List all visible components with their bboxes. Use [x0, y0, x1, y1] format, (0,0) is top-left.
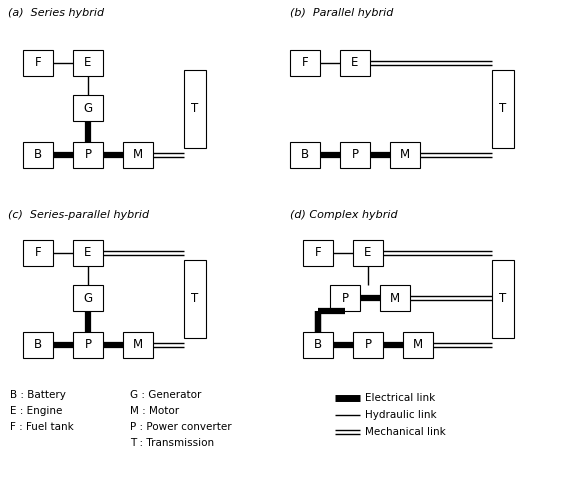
- Text: P: P: [85, 339, 91, 352]
- Text: F: F: [315, 246, 321, 259]
- Text: E: E: [364, 246, 372, 259]
- Bar: [123, 142, 153, 168]
- Text: G: G: [83, 102, 93, 114]
- Text: T: T: [499, 292, 507, 306]
- Bar: [73, 240, 103, 266]
- Bar: [353, 240, 383, 266]
- Text: E: E: [85, 57, 91, 70]
- Bar: [123, 332, 153, 358]
- Bar: [23, 332, 53, 358]
- Bar: [492, 260, 514, 338]
- Text: P : Power converter: P : Power converter: [130, 422, 232, 432]
- Bar: [303, 240, 333, 266]
- Bar: [380, 285, 410, 311]
- Text: G : Generator: G : Generator: [130, 390, 201, 400]
- Bar: [73, 285, 103, 311]
- Text: M: M: [413, 339, 423, 352]
- Bar: [73, 95, 103, 121]
- Bar: [184, 70, 206, 148]
- Text: T: T: [192, 292, 199, 306]
- Bar: [390, 142, 420, 168]
- Text: Electrical link: Electrical link: [365, 393, 435, 403]
- Text: (b)  Parallel hybrid: (b) Parallel hybrid: [290, 8, 393, 18]
- Text: T: T: [192, 103, 199, 115]
- Bar: [73, 50, 103, 76]
- Text: E: E: [351, 57, 358, 70]
- Text: M: M: [390, 291, 400, 305]
- Text: T : Transmission: T : Transmission: [130, 438, 214, 448]
- Bar: [73, 332, 103, 358]
- Text: B: B: [301, 148, 309, 162]
- Bar: [290, 142, 320, 168]
- Text: F: F: [35, 246, 41, 259]
- Text: G: G: [83, 291, 93, 305]
- Text: P: P: [365, 339, 372, 352]
- Bar: [340, 50, 370, 76]
- Text: E: E: [85, 246, 91, 259]
- Bar: [23, 50, 53, 76]
- Text: T: T: [499, 103, 507, 115]
- Bar: [23, 240, 53, 266]
- Text: P: P: [351, 148, 358, 162]
- Text: M: M: [133, 339, 143, 352]
- Text: Mechanical link: Mechanical link: [365, 427, 446, 437]
- Text: B: B: [34, 148, 42, 162]
- Bar: [23, 142, 53, 168]
- Bar: [290, 50, 320, 76]
- Text: B: B: [314, 339, 322, 352]
- Bar: [353, 332, 383, 358]
- Text: P: P: [342, 291, 349, 305]
- Text: F: F: [302, 57, 308, 70]
- Text: P: P: [85, 148, 91, 162]
- Text: M: M: [133, 148, 143, 162]
- Text: (a)  Series hybrid: (a) Series hybrid: [8, 8, 104, 18]
- Text: M : Motor: M : Motor: [130, 406, 179, 416]
- Text: B: B: [34, 339, 42, 352]
- Bar: [184, 260, 206, 338]
- Text: Hydraulic link: Hydraulic link: [365, 410, 437, 420]
- Bar: [340, 142, 370, 168]
- Text: F : Fuel tank: F : Fuel tank: [10, 422, 74, 432]
- Text: (d) Complex hybrid: (d) Complex hybrid: [290, 210, 398, 220]
- Text: F: F: [35, 57, 41, 70]
- Bar: [492, 70, 514, 148]
- Bar: [303, 332, 333, 358]
- Text: (c)  Series-parallel hybrid: (c) Series-parallel hybrid: [8, 210, 149, 220]
- Bar: [73, 142, 103, 168]
- Text: B : Battery: B : Battery: [10, 390, 66, 400]
- Bar: [403, 332, 433, 358]
- Text: M: M: [400, 148, 410, 162]
- Text: E : Engine: E : Engine: [10, 406, 63, 416]
- Bar: [330, 285, 360, 311]
